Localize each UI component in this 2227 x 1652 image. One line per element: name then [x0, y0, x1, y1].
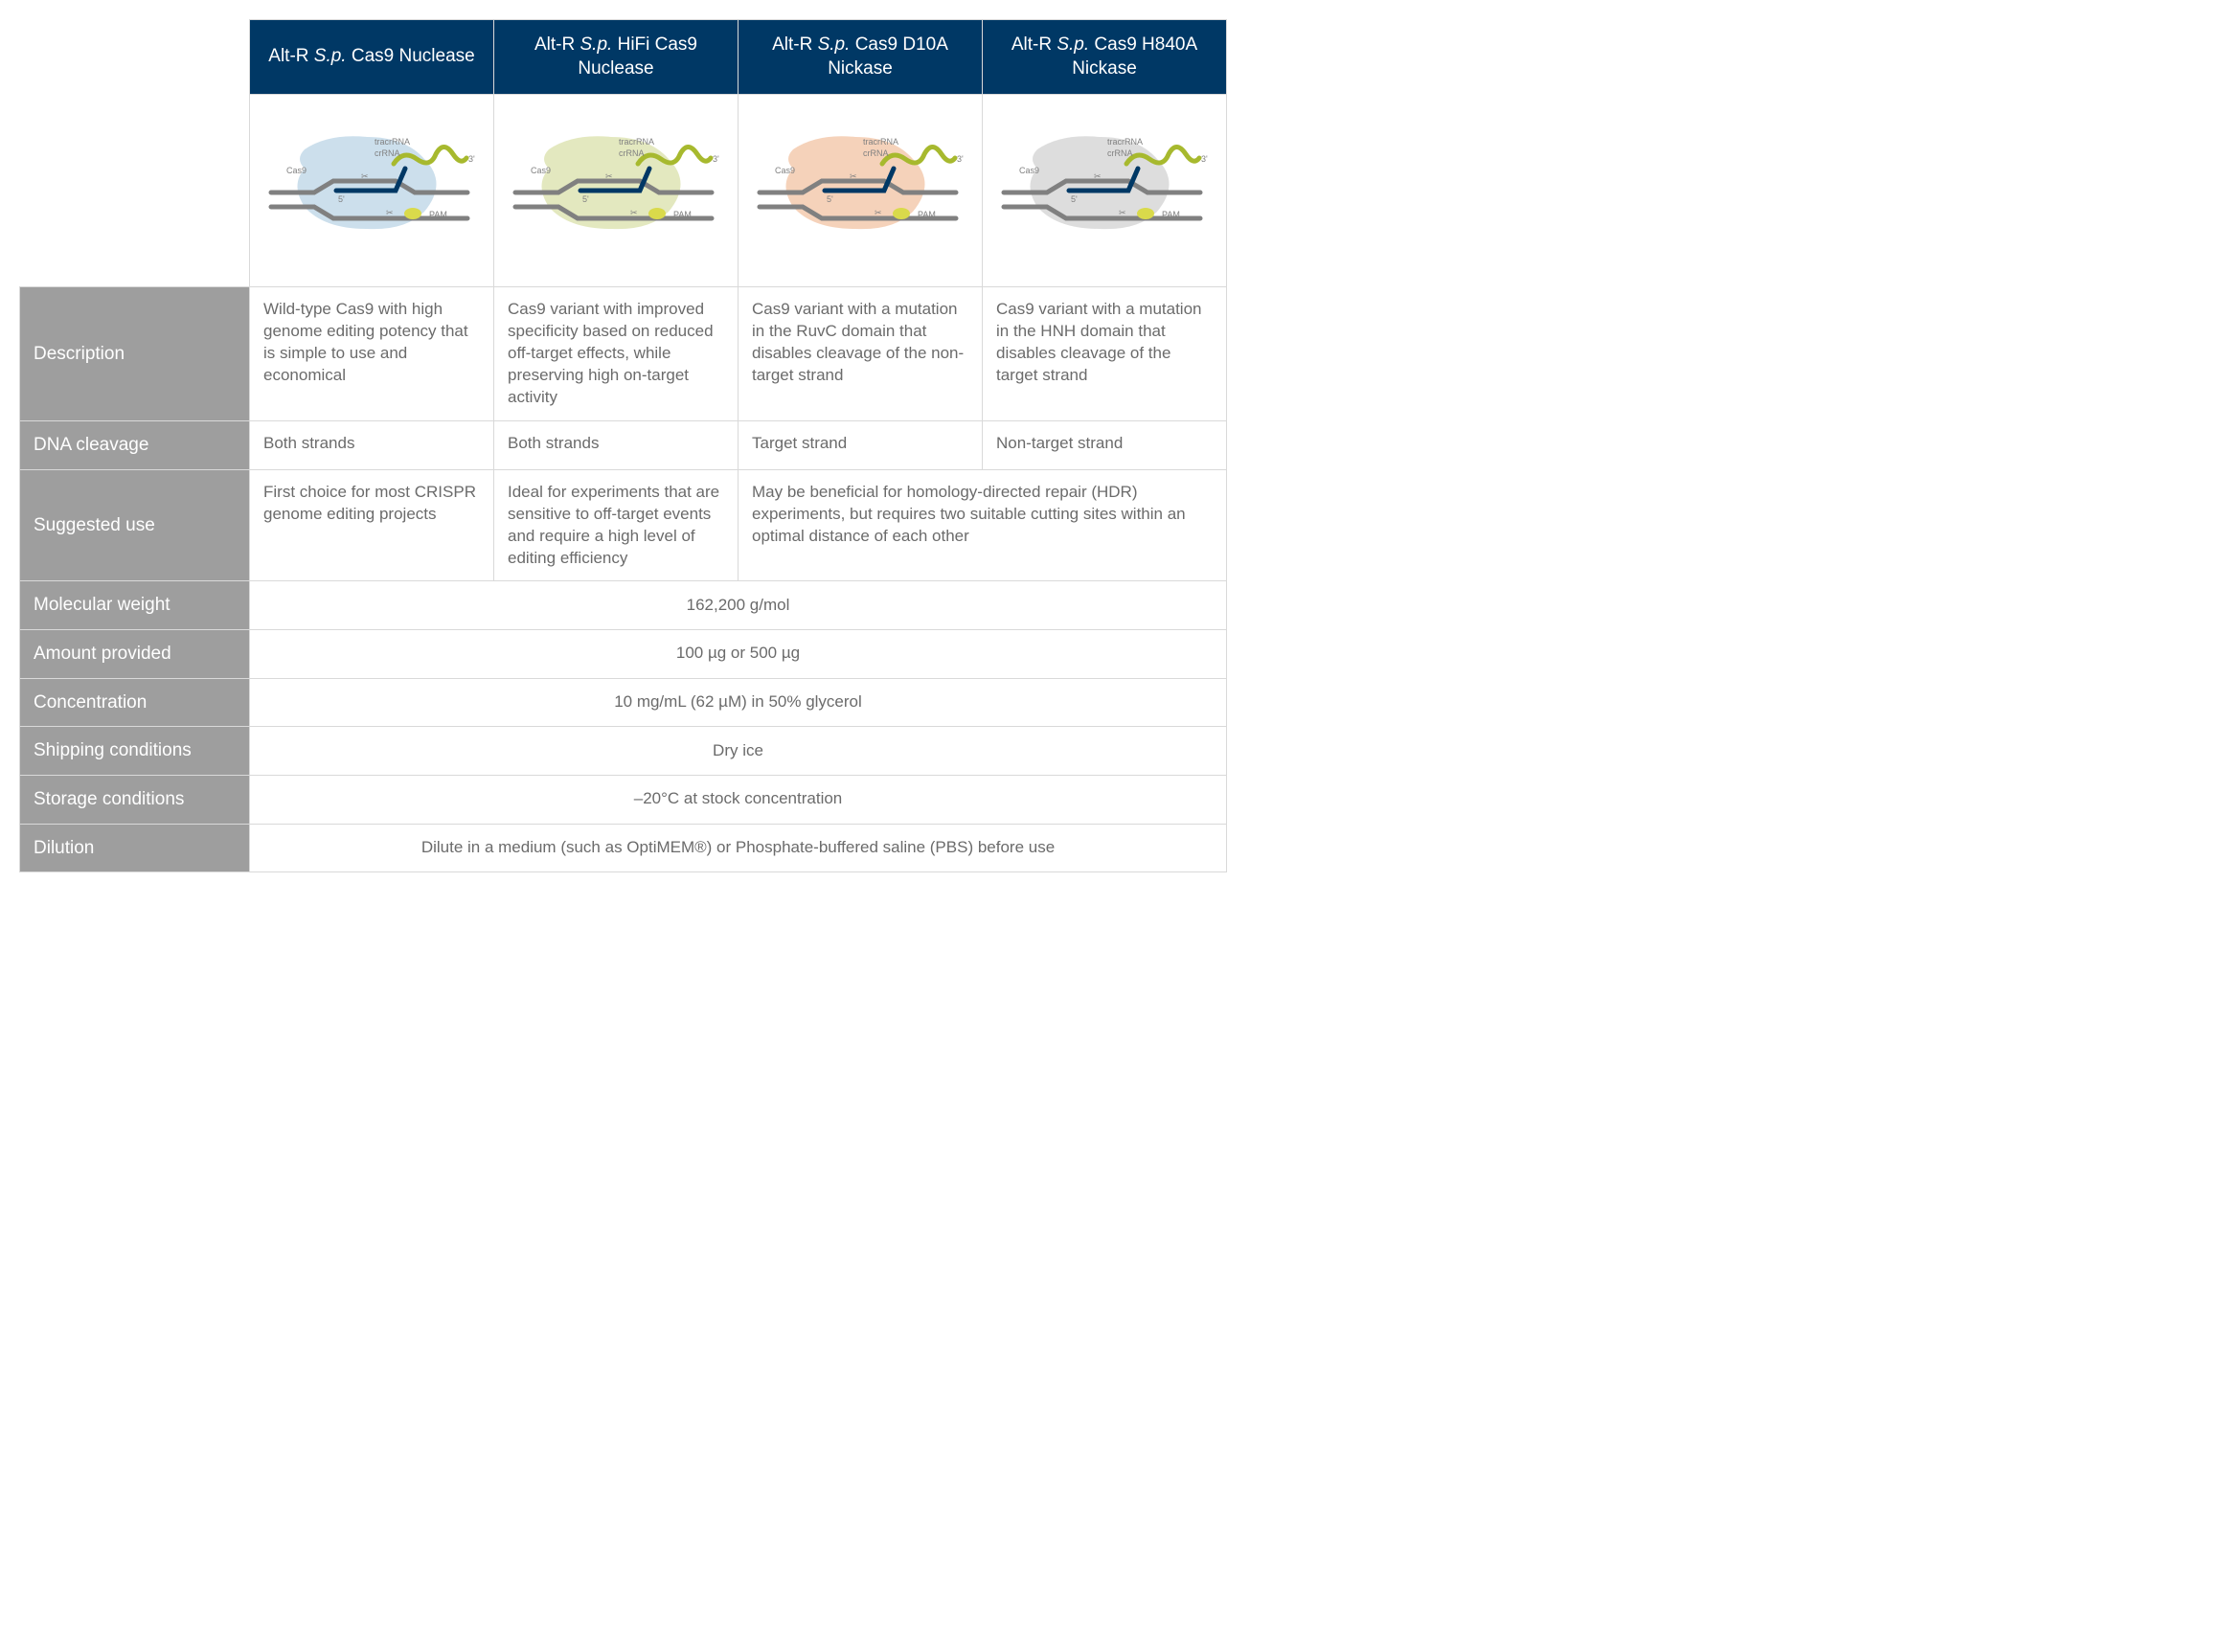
label-cleavage: DNA cleavage — [20, 421, 250, 470]
use-34: May be beneficial for homology-directed … — [739, 469, 1227, 581]
svg-text:✂: ✂ — [1094, 171, 1102, 181]
label-cas9: Cas9 — [286, 166, 307, 175]
svg-text:✂: ✂ — [850, 171, 857, 181]
label-cas9: Cas9 — [775, 166, 795, 175]
label-5: 5' — [827, 194, 833, 204]
label-5: 5' — [1071, 194, 1078, 204]
desc-3: Cas9 variant with a mutation in the RuvC… — [739, 287, 983, 421]
cleave-4: Non-target strand — [983, 421, 1227, 470]
row-conc: Concentration 10 mg/mL (62 µM) in 50% gl… — [20, 678, 1227, 727]
label-3: 3' — [957, 154, 964, 164]
svg-text:✂: ✂ — [630, 208, 638, 217]
desc-4: Cas9 variant with a mutation in the HNH … — [983, 287, 1227, 421]
val-amount: 100 µg or 500 µg — [250, 630, 1227, 679]
label-cr: crRNA — [619, 148, 645, 158]
corner-cell — [20, 20, 250, 95]
cleave-3: Target strand — [739, 421, 983, 470]
label-3: 3' — [1201, 154, 1208, 164]
desc-1: Wild-type Cas9 with high genome editing … — [250, 287, 494, 421]
use-1: First choice for most CRISPR genome edit… — [250, 469, 494, 581]
row-mw: Molecular weight 162,200 g/mol — [20, 581, 1227, 630]
val-storage: –20°C at stock concentration — [250, 776, 1227, 825]
val-dilution: Dilute in a medium (such as OptiMEM®) or… — [250, 824, 1227, 872]
row-dilution: Dilution Dilute in a medium (such as Opt… — [20, 824, 1227, 872]
diagram-3: ✂ ✂ Cas9 tracrRNA crRNA 5' 3' PAM — [739, 95, 983, 287]
corner-cell — [20, 95, 250, 287]
diagram-row: ✂ ✂ Cas9 tracrRNA crRNA 5' 3' PAM ✂ ✂ Ca… — [20, 95, 1227, 287]
label-mw: Molecular weight — [20, 581, 250, 630]
label-conc: Concentration — [20, 678, 250, 727]
label-pam: PAM — [1162, 210, 1180, 219]
row-ship: Shipping conditions Dry ice — [20, 727, 1227, 776]
row-cleavage: DNA cleavage Both strands Both strands T… — [20, 421, 1227, 470]
desc-2: Cas9 variant with improved specificity b… — [494, 287, 739, 421]
row-use: Suggested use First choice for most CRIS… — [20, 469, 1227, 581]
row-storage: Storage conditions –20°C at stock concen… — [20, 776, 1227, 825]
label-ship: Shipping conditions — [20, 727, 250, 776]
label-3: 3' — [713, 154, 719, 164]
cleave-1: Both strands — [250, 421, 494, 470]
col-header-2: Alt-R S.p. HiFi Cas9 Nuclease — [494, 20, 739, 95]
col-header-4: Alt-R S.p. Cas9 H840A Nickase — [983, 20, 1227, 95]
header-row: Alt-R S.p. Cas9 Nuclease Alt-R S.p. HiFi… — [20, 20, 1227, 95]
label-pam: PAM — [429, 210, 447, 219]
label-tracr: tracrRNA — [375, 137, 410, 147]
diagram-2: ✂ ✂ Cas9 tracrRNA crRNA 5' 3' PAM — [494, 95, 739, 287]
svg-text:✂: ✂ — [1119, 208, 1126, 217]
val-ship: Dry ice — [250, 727, 1227, 776]
col-header-3: Alt-R S.p. Cas9 D10A Nickase — [739, 20, 983, 95]
cleave-2: Both strands — [494, 421, 739, 470]
label-amount: Amount provided — [20, 630, 250, 679]
label-tracr: tracrRNA — [619, 137, 654, 147]
label-cr: crRNA — [375, 148, 400, 158]
label-description: Description — [20, 287, 250, 421]
svg-text:✂: ✂ — [361, 171, 369, 181]
val-mw: 162,200 g/mol — [250, 581, 1227, 630]
label-5: 5' — [338, 194, 345, 204]
diagram-1: ✂ ✂ Cas9 tracrRNA crRNA 5' 3' PAM — [250, 95, 494, 287]
row-description: Description Wild-type Cas9 with high gen… — [20, 287, 1227, 421]
label-use: Suggested use — [20, 469, 250, 581]
label-cr: crRNA — [863, 148, 889, 158]
label-cr: crRNA — [1107, 148, 1133, 158]
label-cas9: Cas9 — [1019, 166, 1039, 175]
val-conc: 10 mg/mL (62 µM) in 50% glycerol — [250, 678, 1227, 727]
diagram-4: ✂ ✂ Cas9 tracrRNA crRNA 5' 3' PAM — [983, 95, 1227, 287]
label-dilution: Dilution — [20, 824, 250, 872]
label-cas9: Cas9 — [531, 166, 551, 175]
comparison-table: Alt-R S.p. Cas9 Nuclease Alt-R S.p. HiFi… — [19, 19, 1227, 872]
label-pam: PAM — [918, 210, 936, 219]
label-storage: Storage conditions — [20, 776, 250, 825]
label-tracr: tracrRNA — [863, 137, 898, 147]
col-header-1: Alt-R S.p. Cas9 Nuclease — [250, 20, 494, 95]
label-tracr: tracrRNA — [1107, 137, 1143, 147]
use-2: Ideal for experiments that are sensitive… — [494, 469, 739, 581]
svg-text:✂: ✂ — [605, 171, 613, 181]
row-amount: Amount provided 100 µg or 500 µg — [20, 630, 1227, 679]
label-pam: PAM — [673, 210, 692, 219]
label-3: 3' — [468, 154, 475, 164]
svg-text:✂: ✂ — [875, 208, 882, 217]
svg-text:✂: ✂ — [386, 208, 394, 217]
label-5: 5' — [582, 194, 589, 204]
